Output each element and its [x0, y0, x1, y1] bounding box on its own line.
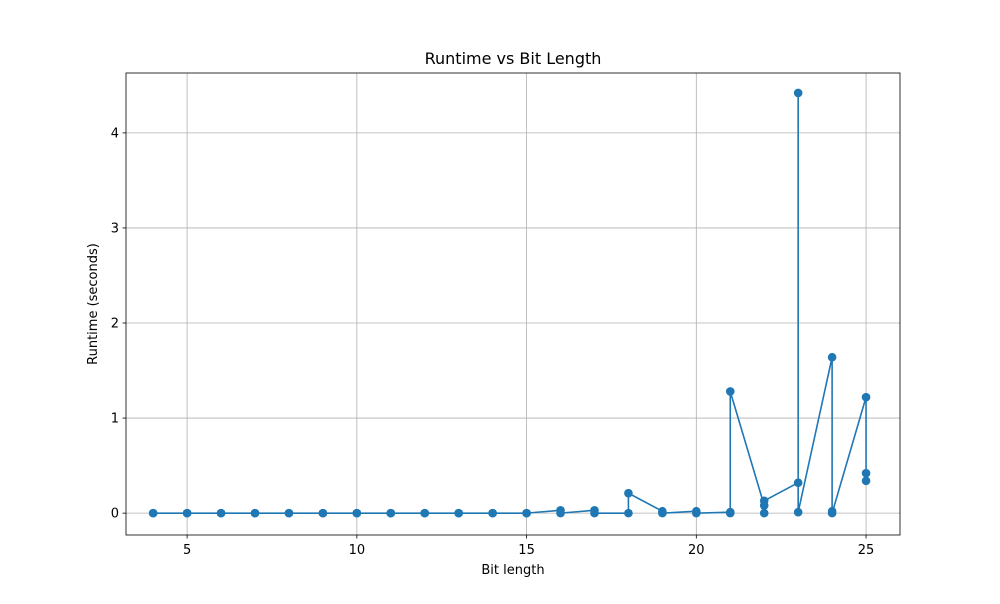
plot-frame [125, 72, 901, 536]
data-point [216, 508, 226, 518]
data-point [827, 352, 837, 362]
plot-area [126, 73, 900, 535]
data-point [420, 508, 430, 518]
chart-title: Runtime vs Bit Length [425, 49, 602, 68]
data-point [624, 508, 633, 518]
y-tick-label: 1 [111, 412, 119, 427]
data-point [318, 508, 328, 518]
x-tick-label: 15 [518, 543, 535, 558]
data-point [352, 508, 362, 518]
y-axis-label: Runtime (seconds) [86, 243, 101, 365]
data-point [692, 508, 701, 518]
data-point [725, 387, 735, 396]
axes: 5 10 15 20 25 0 1 2 3 4 [111, 126, 875, 558]
x-tick-label: 25 [858, 543, 875, 558]
y-tick-label: 3 [111, 221, 119, 236]
data-point [658, 508, 667, 518]
data-point [284, 508, 294, 518]
data-point [386, 508, 396, 518]
data-point [827, 508, 837, 518]
data-point [861, 468, 871, 478]
data-point [556, 508, 565, 518]
data-point [759, 508, 769, 518]
x-tick-label: 10 [349, 543, 366, 558]
data-point [861, 476, 871, 486]
data-point [725, 508, 735, 518]
data-point [861, 392, 871, 402]
y-tick-label: 4 [111, 126, 119, 141]
y-tick-label: 2 [111, 317, 119, 332]
data-point [793, 88, 803, 98]
data-point [759, 496, 769, 506]
data-point [793, 478, 803, 488]
data-point [793, 507, 803, 517]
data-point [148, 508, 158, 518]
data-point [454, 508, 463, 518]
data-point [590, 508, 599, 518]
x-tick-label: 20 [688, 543, 705, 558]
data-point [624, 488, 633, 498]
data-point [488, 508, 497, 518]
data-point [182, 508, 192, 518]
y-tick-label: 0 [111, 507, 119, 522]
data-point [522, 508, 531, 518]
data-point [250, 508, 260, 518]
x-tick-label: 5 [183, 543, 191, 558]
x-axis-label: Bit length [481, 563, 544, 578]
series-layer [148, 88, 871, 518]
